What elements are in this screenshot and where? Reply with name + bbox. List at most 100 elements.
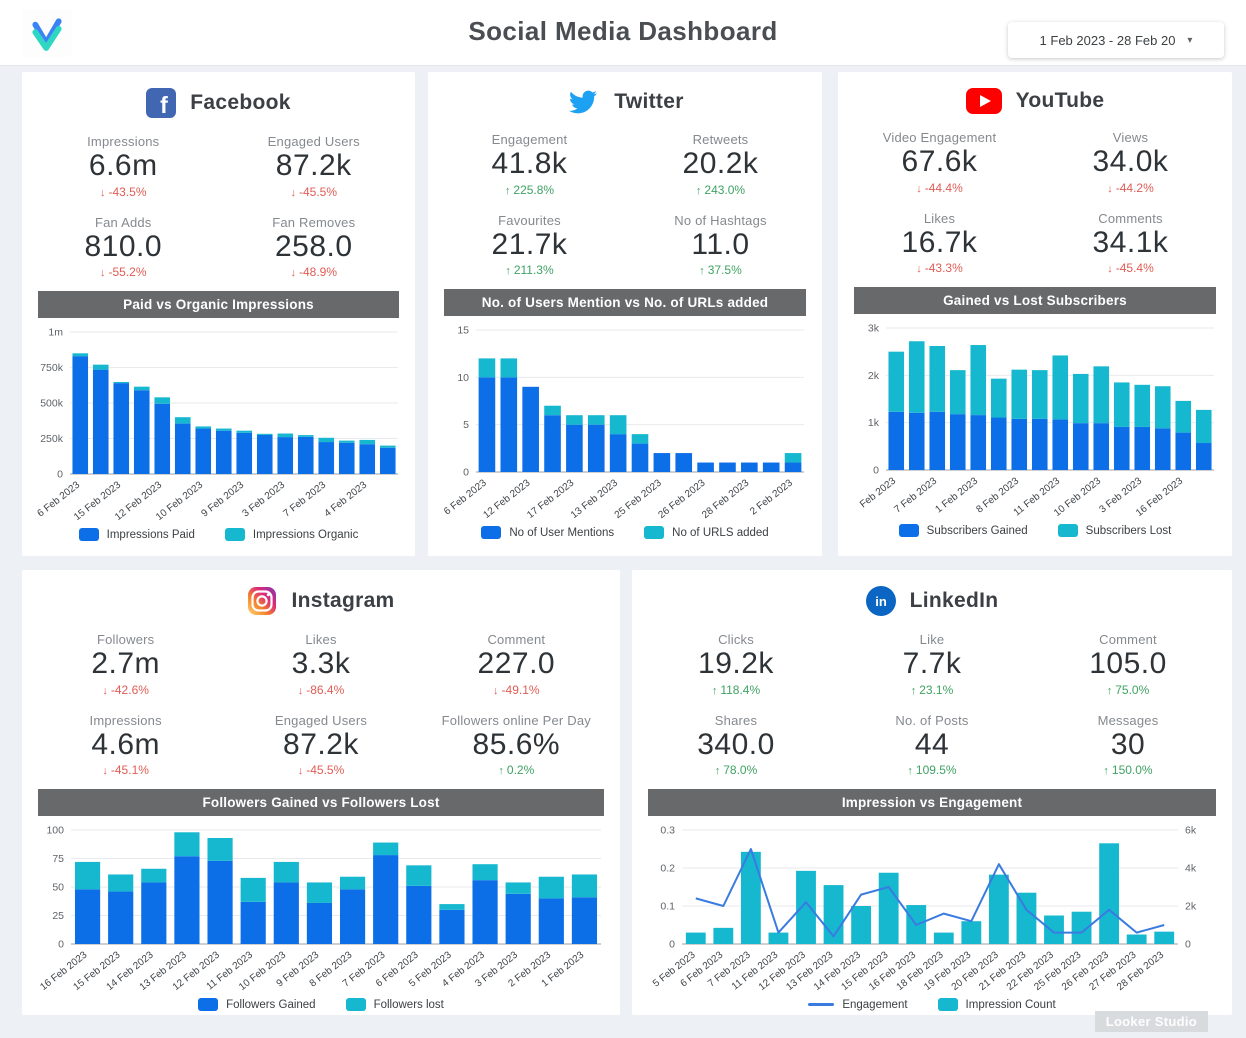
metric-impressions: Impressions 4.6m -45.1% — [28, 713, 223, 778]
instagram-icon — [248, 587, 277, 615]
twitter-panel: Twitter Engagement 41.8k 225.8% Retweets… — [428, 72, 822, 556]
panel-title: YouTube — [1015, 89, 1105, 112]
svg-text:250k: 250k — [40, 433, 64, 445]
metric-shares: Shares 340.0 78.0% — [638, 713, 834, 778]
svg-text:25 Feb 2023: 25 Feb 2023 — [613, 477, 664, 521]
metric-retweets: Retweets 20.2k 243.0% — [625, 132, 816, 197]
panel-title: Instagram — [291, 589, 395, 612]
svg-text:f: f — [160, 92, 168, 118]
delta-badge: 150.0% — [1030, 763, 1226, 777]
legend-swatch-gained — [198, 998, 219, 1011]
svg-text:26 Feb 2023: 26 Feb 2023 — [656, 477, 707, 521]
legend-swatch-paid — [78, 528, 99, 541]
svg-text:12 Feb 2023: 12 Feb 2023 — [481, 477, 532, 521]
linkedin-metrics: Clicks 19.2k 118.4% Like 7.7k 23.1% Comm… — [632, 620, 1232, 781]
svg-text:0: 0 — [1185, 939, 1191, 951]
youtube-metrics: Video Engagement 67.6k -44.4% Views 34.0… — [838, 118, 1232, 279]
svg-text:0: 0 — [57, 469, 63, 481]
svg-text:75: 75 — [52, 853, 64, 865]
chevron-down-icon: ▾ — [1187, 34, 1193, 46]
instagram-panel-header: Instagram — [22, 570, 620, 620]
delta-badge: -45.5% — [219, 185, 410, 199]
svg-text:100: 100 — [46, 825, 64, 837]
twitter-chart-legend: No of User Mentions No of URLS added — [428, 526, 822, 539]
svg-text:13 Feb 2023: 13 Feb 2023 — [569, 477, 620, 521]
legend-swatch-gained — [898, 524, 919, 537]
instagram-panel: Instagram Followers 2.7m -42.6% Likes 3.… — [22, 570, 620, 1015]
svg-text:2k: 2k — [1185, 901, 1197, 913]
svg-text:2k: 2k — [868, 370, 880, 382]
metric-followers-online: Followers online Per Day 85.6% 0.2% — [419, 713, 614, 778]
youtube-panel: YouTube Video Engagement 67.6k -44.4% Vi… — [838, 72, 1232, 556]
metric-favourites: Favourites 21.7k 211.3% — [434, 213, 625, 278]
header-bar: Social Media Dashboard 1 Feb 2023 - 28 F… — [0, 0, 1246, 66]
youtube-chart-legend: Subscribers Gained Subscribers Lost — [838, 524, 1232, 537]
delta-badge: 0.2% — [419, 763, 614, 777]
instagram-metrics: Followers 2.7m -42.6% Likes 3.3k -86.4% … — [22, 620, 620, 781]
metric-fan-removes: Fan Removes 258.0 -48.9% — [219, 215, 410, 280]
delta-badge: -44.4% — [844, 181, 1035, 195]
metric-like: Like 7.7k 23.1% — [834, 632, 1030, 697]
facebook-metrics: Impressions 6.6m -43.5% Engaged Users 87… — [22, 122, 415, 283]
svg-text:0.2: 0.2 — [660, 863, 675, 875]
metric-fan-adds: Fan Adds 810.0 -55.2% — [28, 215, 219, 280]
date-range-picker[interactable]: 1 Feb 2023 - 28 Feb 20 ▾ — [1008, 22, 1224, 58]
delta-badge: 225.8% — [434, 183, 625, 197]
delta-badge: -86.4% — [223, 683, 418, 697]
youtube-icon — [965, 88, 1002, 114]
delta-badge: 211.3% — [434, 263, 625, 277]
svg-text:7 Feb 2023: 7 Feb 2023 — [281, 479, 328, 519]
legend-line-engagement — [808, 1003, 835, 1006]
metric-hashtags: No of Hashtags 11.0 37.5% — [625, 213, 816, 278]
svg-text:5: 5 — [463, 419, 469, 431]
chart-title: No. of Users Mention vs No. of URLs adde… — [444, 289, 806, 316]
legend-swatch-organic — [224, 528, 245, 541]
svg-text:4 Feb 2023: 4 Feb 2023 — [322, 479, 369, 519]
svg-text:0.1: 0.1 — [660, 901, 675, 913]
delta-badge: -45.5% — [223, 763, 418, 777]
delta-badge: -45.4% — [1035, 261, 1226, 275]
delta-badge: -43.5% — [28, 185, 219, 199]
svg-text:1m: 1m — [48, 327, 63, 339]
vbout-logo-icon — [32, 18, 62, 51]
delta-badge: 23.1% — [834, 683, 1030, 697]
svg-text:1k: 1k — [868, 417, 880, 429]
metric-comment: Comment 105.0 75.0% — [1030, 632, 1226, 697]
metric-likes: Likes 3.3k -86.4% — [223, 632, 418, 697]
chart-title: Followers Gained vs Followers Lost — [38, 789, 604, 816]
svg-text:0: 0 — [463, 467, 469, 479]
svg-text:0: 0 — [873, 465, 879, 477]
metric-messages: Messages 30 150.0% — [1030, 713, 1226, 778]
delta-badge: 118.4% — [638, 683, 834, 697]
chart-title: Paid vs Organic Impressions — [38, 291, 399, 318]
svg-text:4k: 4k — [1185, 863, 1197, 875]
legend-swatch-urls — [644, 526, 665, 539]
delta-badge: 109.5% — [834, 763, 1030, 777]
svg-text:0: 0 — [58, 939, 64, 951]
svg-text:10: 10 — [457, 372, 469, 384]
metric-video-engagement: Video Engagement 67.6k -44.4% — [844, 130, 1035, 195]
metric-clicks: Clicks 19.2k 118.4% — [638, 632, 834, 697]
facebook-icon: f — [146, 88, 177, 118]
svg-text:3k: 3k — [868, 323, 880, 335]
delta-badge: -49.1% — [419, 683, 614, 697]
legend-swatch-lost — [345, 998, 366, 1011]
legend-swatch-lost — [1057, 524, 1078, 537]
delta-badge: 243.0% — [625, 183, 816, 197]
delta-badge: -45.1% — [28, 763, 223, 777]
metric-comment: Comment 227.0 -49.1% — [419, 632, 614, 697]
metric-engagement: Engagement 41.8k 225.8% — [434, 132, 625, 197]
chart-title: Gained vs Lost Subscribers — [854, 287, 1216, 314]
metric-views: Views 34.0k -44.2% — [1035, 130, 1226, 195]
facebook-panel-header: f Facebook — [22, 72, 415, 122]
delta-badge: 78.0% — [638, 763, 834, 777]
delta-badge: 37.5% — [625, 263, 816, 277]
delta-badge: -42.6% — [28, 683, 223, 697]
svg-text:2 Feb 2023: 2 Feb 2023 — [748, 477, 795, 517]
metric-impressions: Impressions 6.6m -43.5% — [28, 134, 219, 199]
page-title: Social Media Dashboard — [468, 16, 778, 46]
legend-swatch-mentions — [481, 526, 502, 539]
